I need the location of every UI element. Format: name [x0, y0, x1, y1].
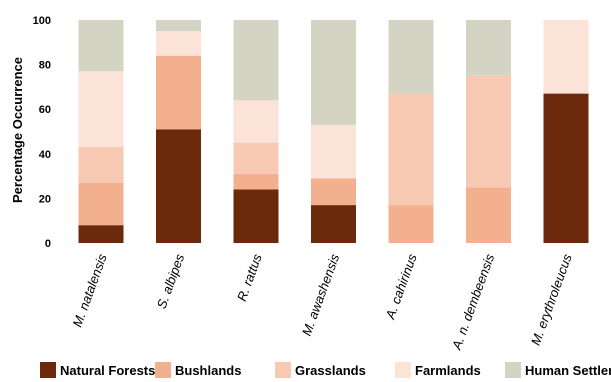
legend-label: Farmlands	[415, 363, 481, 378]
y-axis-title: Percentage Occurrence	[10, 57, 25, 203]
y-tick-label: 0	[45, 238, 51, 250]
bars	[78, 20, 589, 243]
legend-label: Natural Forests	[60, 363, 155, 378]
y-tick-label: 40	[39, 149, 51, 161]
legend-label: Bushlands	[175, 363, 241, 378]
bar-segment	[233, 100, 279, 143]
y-tick-label: 80	[39, 60, 51, 72]
category-label: A. n. dembeensis	[449, 251, 498, 352]
bar-segment	[233, 142, 279, 174]
bar-segment	[156, 20, 201, 32]
category-label: M. erythroleucus	[528, 251, 575, 347]
bar-segment	[233, 173, 279, 190]
category-label: S. albipes	[154, 251, 188, 310]
bar-segment	[388, 20, 434, 94]
bar-segment	[156, 55, 201, 130]
category-label: M. awashensis	[299, 251, 343, 337]
legend-swatch	[505, 362, 521, 378]
y-axis-ticks: 0 20 40 60 80 100	[33, 15, 51, 250]
legend-swatch	[40, 362, 56, 378]
category-label: M. natalensis	[70, 251, 110, 329]
bar-segment	[388, 93, 434, 206]
legend: Natural Forests Bushlands Grasslands Farmla…	[40, 362, 611, 378]
bar-segment	[466, 187, 511, 243]
bar-segment	[543, 20, 589, 94]
bar-segment	[156, 31, 201, 56]
bar-segment	[233, 20, 279, 101]
category-label: R. rattus	[234, 251, 265, 303]
legend-swatch	[275, 362, 291, 378]
bar-segment	[311, 178, 356, 206]
bar-segment	[311, 20, 356, 125]
category-label: A. cahirinus	[382, 251, 420, 321]
bar-segment	[78, 147, 124, 183]
bar-segment	[78, 71, 124, 148]
bar-segment	[466, 20, 511, 76]
legend-label: Human Settlements	[525, 363, 611, 378]
bar-segment	[233, 189, 279, 243]
bar-segment	[311, 124, 356, 179]
bar-segment	[78, 182, 124, 226]
bar-segment	[466, 75, 511, 188]
bar-segment	[388, 205, 434, 243]
category-labels: M. natalensis S. albipes R. rattus M. awash…	[70, 251, 575, 352]
bar-segment	[156, 129, 201, 243]
legend-swatch	[395, 362, 411, 378]
legend-swatch	[155, 362, 171, 378]
y-tick-label: 60	[39, 104, 51, 116]
bar-segment	[543, 93, 589, 243]
bar-segment	[78, 225, 124, 243]
bar-segment	[311, 205, 356, 243]
y-tick-label: 100	[33, 15, 51, 27]
bar-segment	[78, 20, 124, 72]
legend-label: Grasslands	[295, 363, 366, 378]
y-tick-label: 20	[39, 193, 51, 205]
